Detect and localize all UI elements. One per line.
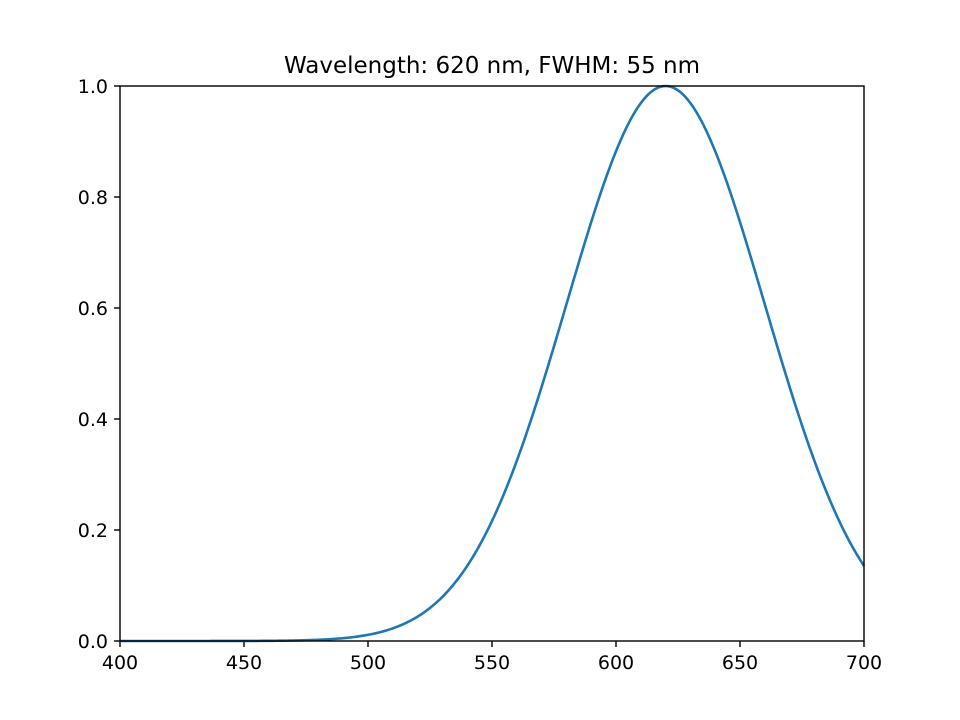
y-axis-ticks: 0.0 0.2 0.4 0.6 0.8 1.0 bbox=[78, 76, 120, 653]
plot-frame bbox=[119, 85, 865, 642]
x-tick-label: 650 bbox=[722, 652, 758, 674]
plot-area bbox=[120, 86, 864, 641]
x-tick-label: 700 bbox=[846, 652, 882, 674]
y-tick-label: 1.0 bbox=[78, 76, 108, 98]
y-tick-label: 0.2 bbox=[78, 520, 108, 542]
y-tick-label: 0.4 bbox=[78, 409, 108, 431]
chart-title: Wavelength: 620 nm, FWHM: 55 nm bbox=[284, 53, 700, 79]
x-axis-ticks: 400 450 500 550 600 650 700 bbox=[102, 641, 882, 674]
x-tick-label: 600 bbox=[598, 652, 634, 674]
y-tick-label: 0.6 bbox=[78, 298, 108, 320]
x-tick-label: 400 bbox=[102, 652, 138, 674]
x-tick-label: 500 bbox=[350, 652, 386, 674]
x-tick-label: 450 bbox=[226, 652, 262, 674]
y-tick-label: 0.8 bbox=[78, 187, 108, 209]
y-tick-label: 0.0 bbox=[78, 631, 108, 653]
x-tick-label: 550 bbox=[474, 652, 510, 674]
